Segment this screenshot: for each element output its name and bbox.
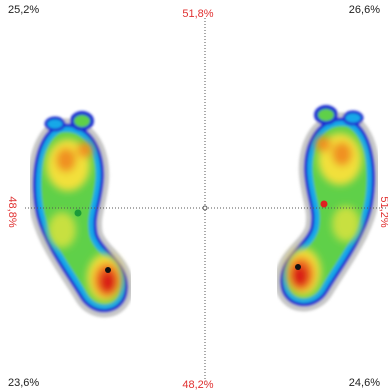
left-balance: 48,8%: [6, 196, 18, 227]
bottom-right-load: 24,6%: [349, 377, 380, 389]
top-left-load: 25,2%: [8, 4, 39, 16]
center-point: [203, 206, 207, 210]
front-balance: 51,8%: [182, 8, 213, 20]
top-right-load: 26,6%: [349, 4, 380, 16]
bottom-left-load: 23,6%: [8, 377, 39, 389]
right-peak: [295, 264, 301, 270]
rear-balance: 48,2%: [182, 379, 213, 391]
right-cop: [321, 201, 328, 208]
left-cop: [75, 210, 82, 217]
right-balance: 51,2%: [378, 196, 388, 227]
pressure-view: 25,2% 26,6% 23,6% 24,6% 51,8% 48,2% 48,8…: [0, 0, 388, 391]
left-peak: [105, 267, 111, 273]
